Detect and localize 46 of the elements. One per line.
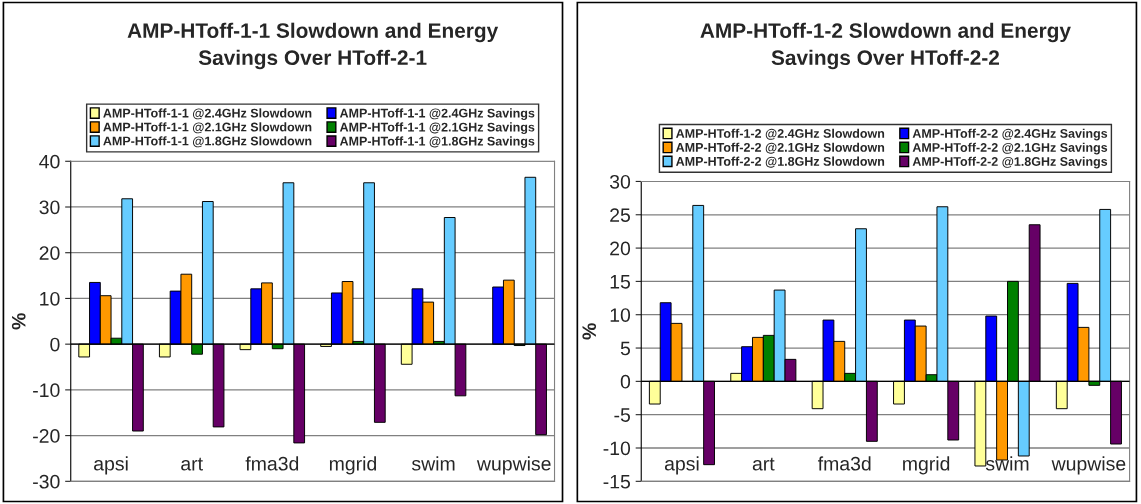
y-axis-title: % [11, 313, 26, 330]
y-tick-label: 5 [620, 341, 631, 356]
legend-label: AMP-HToff-2-2 @2.4GHz Savings [912, 128, 1108, 141]
legend-label: AMP-HToff-1-2 @2.4GHz Slowdown [675, 128, 885, 140]
y-tick-label: 25 [610, 208, 631, 222]
legend-label: AMP-HToff-2-2 @1.8GHz Savings [912, 156, 1108, 169]
y-axis-title: % [582, 323, 597, 340]
y-tick-label: 0 [50, 337, 60, 352]
y-tick-label: 20 [39, 246, 60, 260]
x-tick-label: mgrid [903, 456, 950, 475]
x-tick-label: swim [985, 456, 1029, 471]
x-tick-label: art [181, 457, 203, 471]
y-tick-label: 15 [610, 275, 631, 289]
y-tick-label: 40 [39, 154, 60, 169]
x-tick-label: apsi [664, 456, 699, 475]
x-tick-label: wupwise [1051, 456, 1126, 475]
chart-title: AMP-HToff-1-1 Slowdown and Energy Savings Over HToff-2-1 [127, 22, 499, 70]
y-tick-label: -10 [33, 383, 60, 398]
y-tick-label: 20 [610, 241, 631, 256]
y-tick-label: -30 [33, 474, 60, 489]
x-tick-label: fma3d [245, 456, 299, 471]
legend-label: AMP-HToff-1-1 @1.8GHz Savings [339, 136, 535, 149]
x-tick-label: swim [411, 456, 455, 471]
y-tick-label: -5 [614, 408, 631, 422]
y-tick-label: 30 [609, 174, 631, 189]
x-tick-label: art [752, 457, 775, 471]
y-tick-label: -15 [603, 474, 631, 489]
legend-label: AMP-HToff-2-2 @2.1GHz Slowdown [675, 142, 885, 154]
legend-label: AMP-HToff-1-1 @1.8GHz Slowdown [103, 136, 312, 148]
y-tick-label: -10 [603, 441, 631, 456]
legend-label: AMP-HToff-1-1 @2.1GHz Slowdown [103, 122, 312, 134]
y-tick-label: -20 [33, 429, 60, 443]
chart-title: AMP-HToff-1-2 Slowdown and Energy Savings Over HToff-2-2 [700, 22, 1071, 70]
x-tick-label: mgrid [329, 456, 377, 475]
legend-label: AMP-HToff-1-1 @2.1GHz Savings [339, 122, 535, 135]
y-tick-label: 0 [620, 374, 631, 389]
legend-label: AMP-HToff-2-2 @1.8GHz Slowdown [675, 156, 885, 168]
y-tick-label: 30 [39, 200, 60, 215]
y-tick-label: 10 [40, 291, 60, 306]
x-tick-label: apsi [94, 456, 128, 475]
x-tick-label: wupwise [476, 456, 551, 475]
legend-label: AMP-HToff-1-1 @2.4GHz Slowdown [103, 108, 312, 120]
legend-label: AMP-HToff-1-1 @2.4GHz Savings [339, 108, 535, 121]
x-tick-label: fma3d [817, 456, 871, 471]
y-tick-label: 10 [610, 308, 631, 322]
legend-label: AMP-HToff-2-2 @2.1GHz Savings [912, 142, 1108, 155]
